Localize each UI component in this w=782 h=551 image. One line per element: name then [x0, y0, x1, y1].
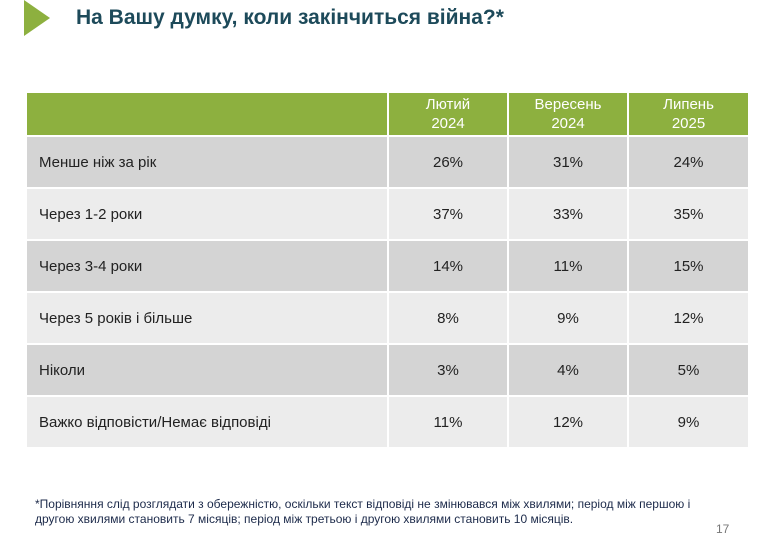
table-row: Через 1-2 роки 37% 33% 35%	[27, 187, 748, 240]
header-cell: Липень 2025	[627, 93, 748, 136]
table-row: Менше ніж за рік 26% 31% 24%	[27, 135, 748, 188]
cell: 14%	[387, 239, 508, 292]
footnote: *Порівняння слід розглядати з обережніст…	[35, 497, 691, 526]
cell: 12%	[627, 291, 748, 344]
cell: 5%	[627, 343, 748, 396]
cell: 11%	[387, 395, 508, 447]
table-body: Менше ніж за рік 26% 31% 24% Через 1-2 роки 3…	[27, 135, 748, 447]
cell: 33%	[507, 187, 628, 240]
page-number: 17	[716, 522, 730, 536]
header-cell: Вересень 2024	[507, 93, 628, 136]
header-line: 2024	[431, 115, 465, 132]
cell: 3%	[387, 343, 508, 396]
cell: 9%	[627, 395, 748, 447]
header-line: Вересень	[534, 96, 602, 113]
table-row: Через 3-4 роки 14% 11% 15%	[27, 239, 748, 292]
cell: 26%	[387, 135, 508, 188]
cell: 15%	[627, 239, 748, 292]
cell: 12%	[507, 395, 628, 447]
row-label: Ніколи	[27, 343, 388, 396]
row-label: Менше ніж за рік	[27, 135, 388, 188]
cell: 37%	[387, 187, 508, 240]
cell: 31%	[507, 135, 628, 188]
cell: 4%	[507, 343, 628, 396]
row-label: Через 1-2 роки	[27, 187, 388, 240]
table: Лютий 2024 Вересень 2024 Липень 2025 Менше ні…	[27, 93, 748, 447]
cell: 35%	[627, 187, 748, 240]
table-row: Важко відповісти/Немає відповіді 11% 12% 9%	[27, 395, 748, 447]
header-row: Лютий 2024 Вересень 2024 Липень 2025	[27, 93, 748, 136]
title: На Вашу думку, коли закінчиться війна?*	[76, 6, 504, 29]
header-cell	[27, 93, 388, 136]
cell: 24%	[627, 135, 748, 188]
header-line: 2025	[671, 115, 706, 132]
green-triangle	[24, 0, 50, 36]
row-label: Важко відповісти/Немає відповіді	[27, 395, 388, 447]
header-line: Липень	[663, 96, 714, 113]
cell: 9%	[507, 291, 628, 344]
header-line: 2024	[551, 115, 585, 132]
row-label: Через 5 років і більше	[27, 291, 388, 344]
cell: 11%	[507, 239, 628, 292]
table-row: Через 5 років і більше 8% 9% 12%	[27, 291, 748, 344]
table-row: Ніколи 3% 4% 5%	[27, 343, 748, 396]
header-line: Лютий	[425, 96, 471, 113]
row-label: Через 3-4 роки	[27, 239, 388, 292]
cell: 8%	[387, 291, 508, 344]
header-cell: Лютий 2024	[387, 93, 508, 136]
